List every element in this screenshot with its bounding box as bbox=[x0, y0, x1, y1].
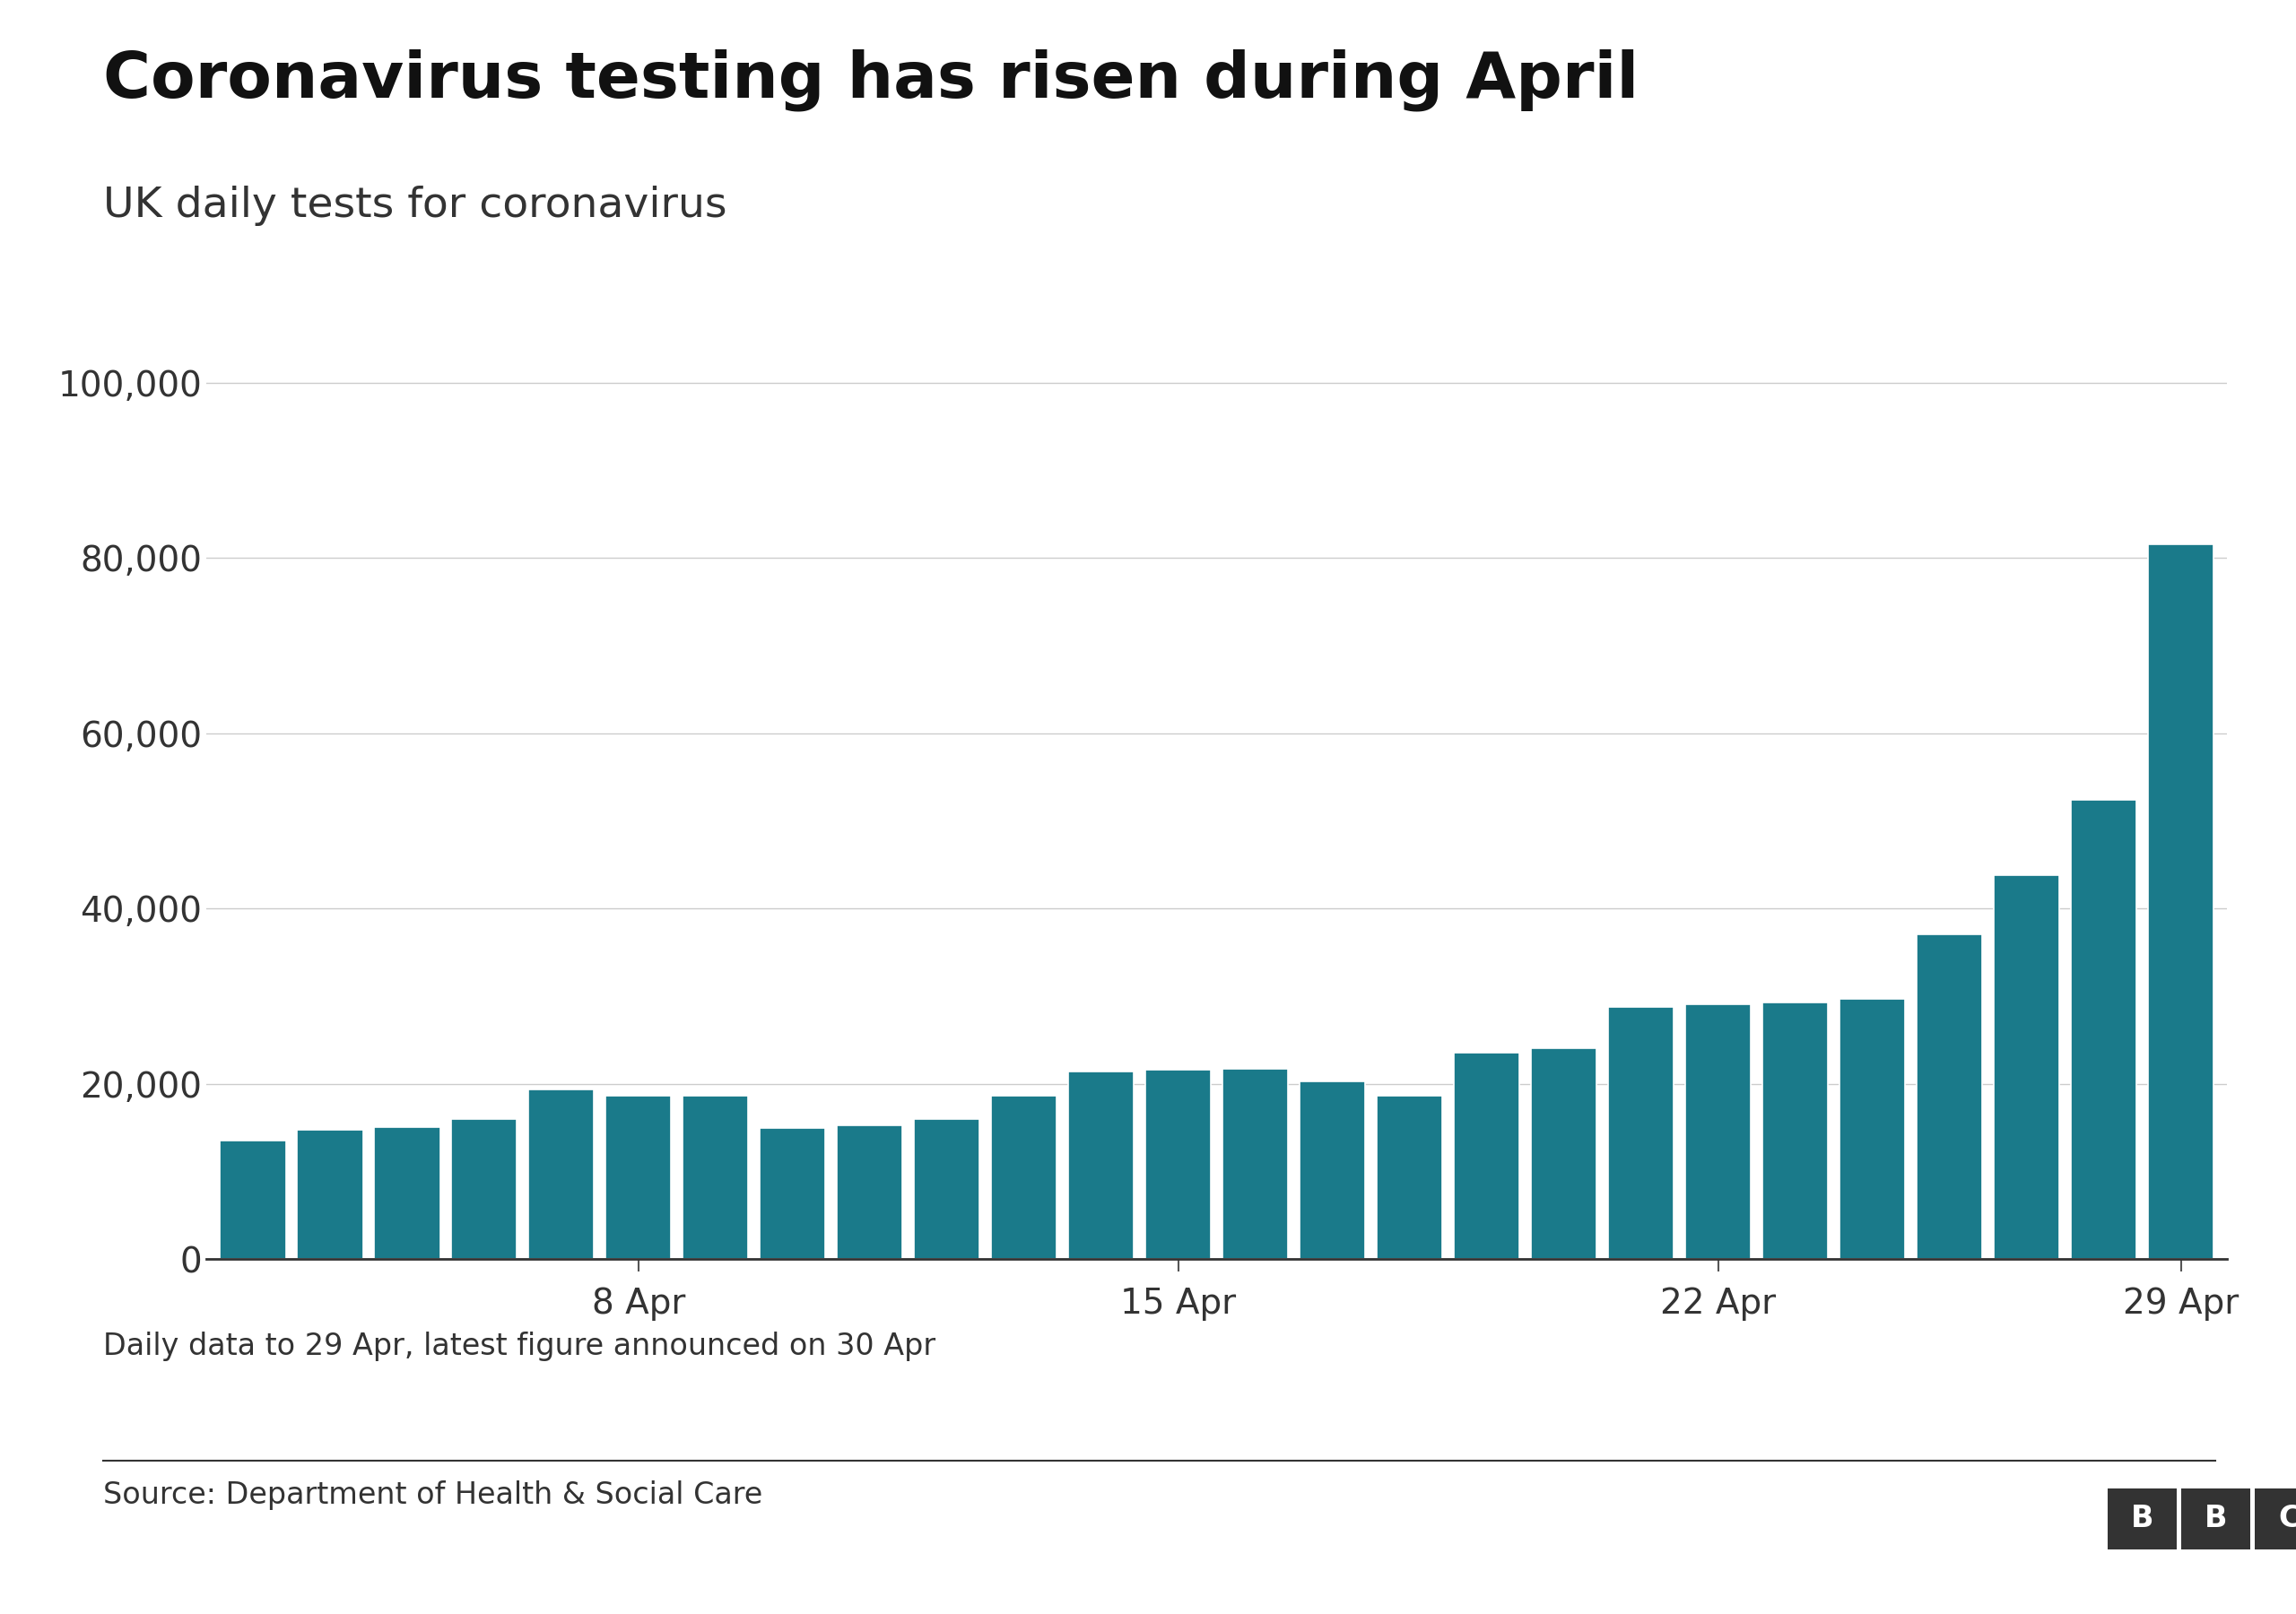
Bar bbox=[606, 1096, 670, 1259]
Text: C: C bbox=[2278, 1504, 2296, 1533]
Text: Coronavirus testing has risen during April: Coronavirus testing has risen during Apr… bbox=[103, 48, 1639, 111]
Bar bbox=[682, 1096, 748, 1259]
Bar bbox=[374, 1128, 441, 1259]
Bar bbox=[452, 1119, 517, 1259]
Bar bbox=[1224, 1068, 1288, 1259]
Bar bbox=[1917, 935, 1981, 1259]
Bar bbox=[1685, 1004, 1752, 1259]
Bar bbox=[1763, 1002, 1828, 1259]
Bar bbox=[914, 1119, 980, 1259]
Text: B: B bbox=[2204, 1504, 2227, 1533]
Bar bbox=[1146, 1070, 1210, 1259]
Bar bbox=[992, 1096, 1056, 1259]
Bar bbox=[1453, 1052, 1520, 1259]
Bar bbox=[2071, 799, 2138, 1259]
Bar bbox=[1839, 999, 1906, 1259]
Bar bbox=[296, 1130, 363, 1259]
Bar bbox=[1378, 1096, 1442, 1259]
Text: B: B bbox=[2131, 1504, 2154, 1533]
Bar bbox=[838, 1125, 902, 1259]
Bar bbox=[1300, 1081, 1366, 1259]
Bar bbox=[1068, 1072, 1134, 1259]
Bar bbox=[1607, 1007, 1674, 1259]
Text: Daily data to 29 Apr, latest figure announced on 30 Apr: Daily data to 29 Apr, latest figure anno… bbox=[103, 1332, 937, 1361]
Bar bbox=[1531, 1049, 1596, 1259]
Bar bbox=[220, 1141, 285, 1259]
Bar bbox=[760, 1128, 827, 1259]
Bar bbox=[2149, 544, 2213, 1259]
Text: UK daily tests for coronavirus: UK daily tests for coronavirus bbox=[103, 186, 728, 226]
Text: Source: Department of Health & Social Care: Source: Department of Health & Social Ca… bbox=[103, 1480, 762, 1509]
Bar bbox=[528, 1089, 595, 1259]
Bar bbox=[1993, 875, 2060, 1259]
